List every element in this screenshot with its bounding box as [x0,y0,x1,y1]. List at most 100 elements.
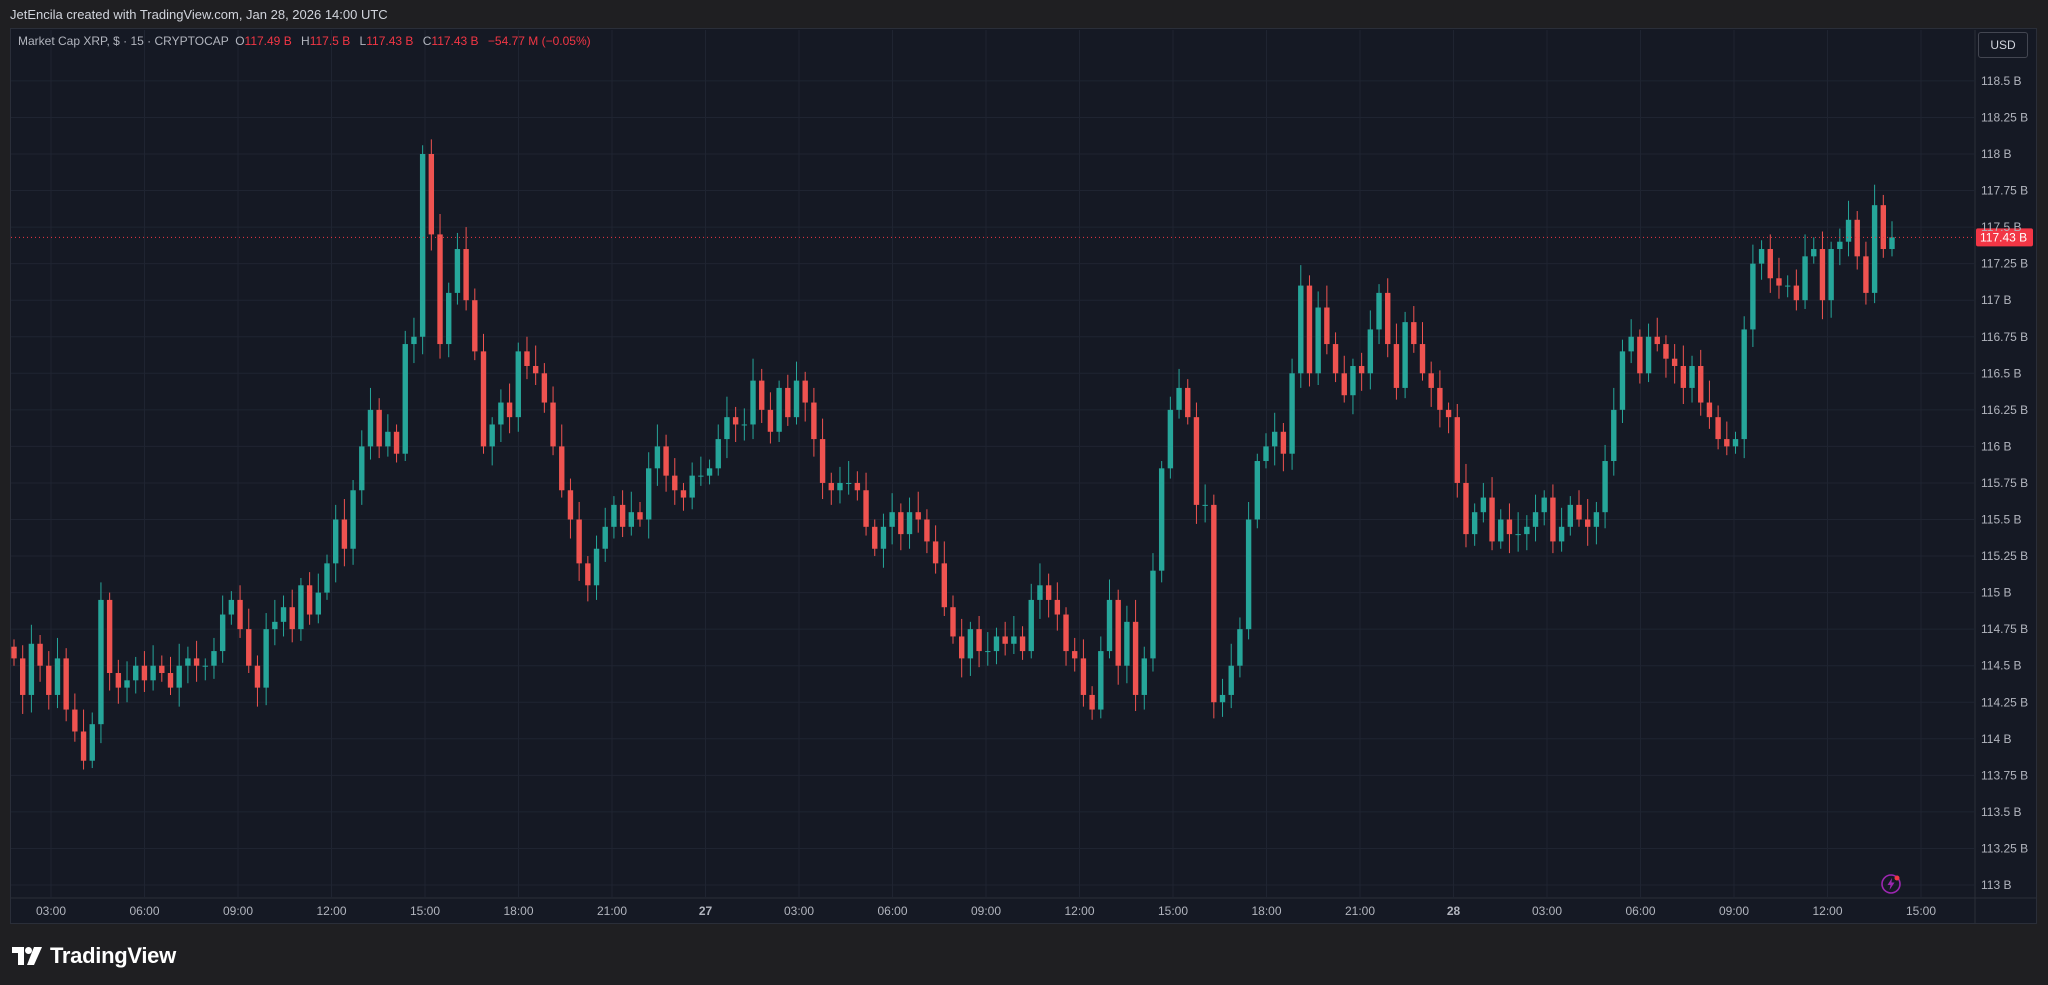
brand-name: TradingView [50,943,176,968]
candle-body [976,629,982,652]
candle-body [958,636,965,659]
candle-body [1706,402,1713,418]
candle-body [802,380,808,403]
time-tick-label: 12:00 [1064,904,1094,918]
candle-body [759,380,765,410]
candle-body [1358,365,1365,374]
candle-body [1211,504,1217,703]
candle-body [637,512,643,520]
candle-body [1854,219,1860,257]
candle-body [124,680,130,688]
symbol-legend[interactable]: Market Cap XRP, $ · 15 · CRYPTOCAP O117.… [18,34,597,48]
lightning-icon[interactable] [1880,873,1902,895]
price-tick-label: 118.5 B [1981,74,2021,88]
candle-body [1741,329,1747,440]
price-tick-label: 113 B [1981,878,2011,892]
price-tick-label: 117.75 B [1981,184,2028,198]
candle-body [498,402,504,425]
candle-body [845,482,852,484]
candle-body [1115,599,1121,666]
candle-body [159,665,165,674]
candle-body [906,512,913,535]
candle-body [228,599,235,615]
candle-body [1167,409,1174,469]
footer [0,924,2048,985]
candle-body [550,402,556,447]
candle-body [367,409,374,447]
grid-lines [11,30,2036,923]
candle-body [1002,636,1008,644]
currency-button[interactable]: USD [1978,32,2028,58]
candle-body [72,709,78,732]
candle-body [115,673,122,688]
time-tick-label: 09:00 [223,904,253,918]
candle-body [1758,249,1765,264]
time-tick-label: 18:00 [503,904,533,918]
candle-body [1663,344,1669,359]
candle-body [1532,512,1539,527]
candle-body [1802,256,1808,301]
candle-body [1419,344,1426,374]
price-tick-label: 115.25 B [1981,549,2028,563]
price-tick-label: 114.5 B [1981,659,2021,673]
candle-body [1106,599,1113,652]
candle-body [1445,409,1452,418]
price-tick-label: 114 B [1981,732,2011,746]
candle-body [54,658,61,695]
time-tick-label: 12:00 [1812,904,1842,918]
candle-body [1367,329,1374,374]
candle-body [28,643,35,695]
time-tick-label: 03:00 [36,904,66,918]
candle-body [1063,614,1069,652]
candle-body [1124,621,1130,666]
candle-body [246,629,252,666]
candle-body [176,665,182,688]
candle-body [272,621,278,630]
candle-body [1489,497,1495,542]
candle-body [1245,519,1252,630]
candle-body [750,380,756,425]
candle-body [1637,336,1643,374]
low-label: L [359,34,367,48]
candles [11,139,1895,770]
candle-body [1298,285,1304,374]
tradingview-logo[interactable]: TradingView [12,943,176,969]
candle-body [698,475,704,477]
candle-body [133,665,139,681]
price-tick-label: 116.5 B [1981,366,2021,380]
candle-body [985,651,991,653]
candle-body [106,599,113,674]
candle-body [1019,636,1026,652]
candle-body [1837,241,1843,250]
price-tick-label: 115.75 B [1981,476,2028,490]
candle-body [332,519,339,564]
candle-body [1158,468,1165,571]
candle-body [472,300,478,352]
candle-body [941,563,948,608]
candle-body [663,446,669,476]
candle-body [1385,292,1391,345]
candle-body [1289,373,1295,454]
candle-body [376,409,382,447]
candle-body [1645,336,1652,374]
close-label: C [422,34,432,48]
candle-body [1376,292,1382,330]
candle-body [654,446,661,469]
time-tick-label: 15:00 [1158,904,1188,918]
candle-body [967,629,974,659]
last-price-label: 117.43 B [1980,230,2027,244]
candle-body [1498,519,1504,542]
candle-body [1437,387,1443,410]
candle-body [1254,461,1261,520]
legend-title: Market Cap XRP, $ · 15 · CRYPTOCAP [18,34,229,48]
candle-body [1098,651,1104,710]
chart-panel[interactable] [10,28,2037,924]
change-value: −54.77 M (−0.05%) [487,34,591,48]
candle-body [628,512,635,527]
candle-body [1619,351,1626,410]
candle-body [1811,249,1817,257]
price-tick-label: 117.25 B [1981,257,2028,271]
candle-body [1715,417,1721,440]
candle-body [1271,431,1278,447]
